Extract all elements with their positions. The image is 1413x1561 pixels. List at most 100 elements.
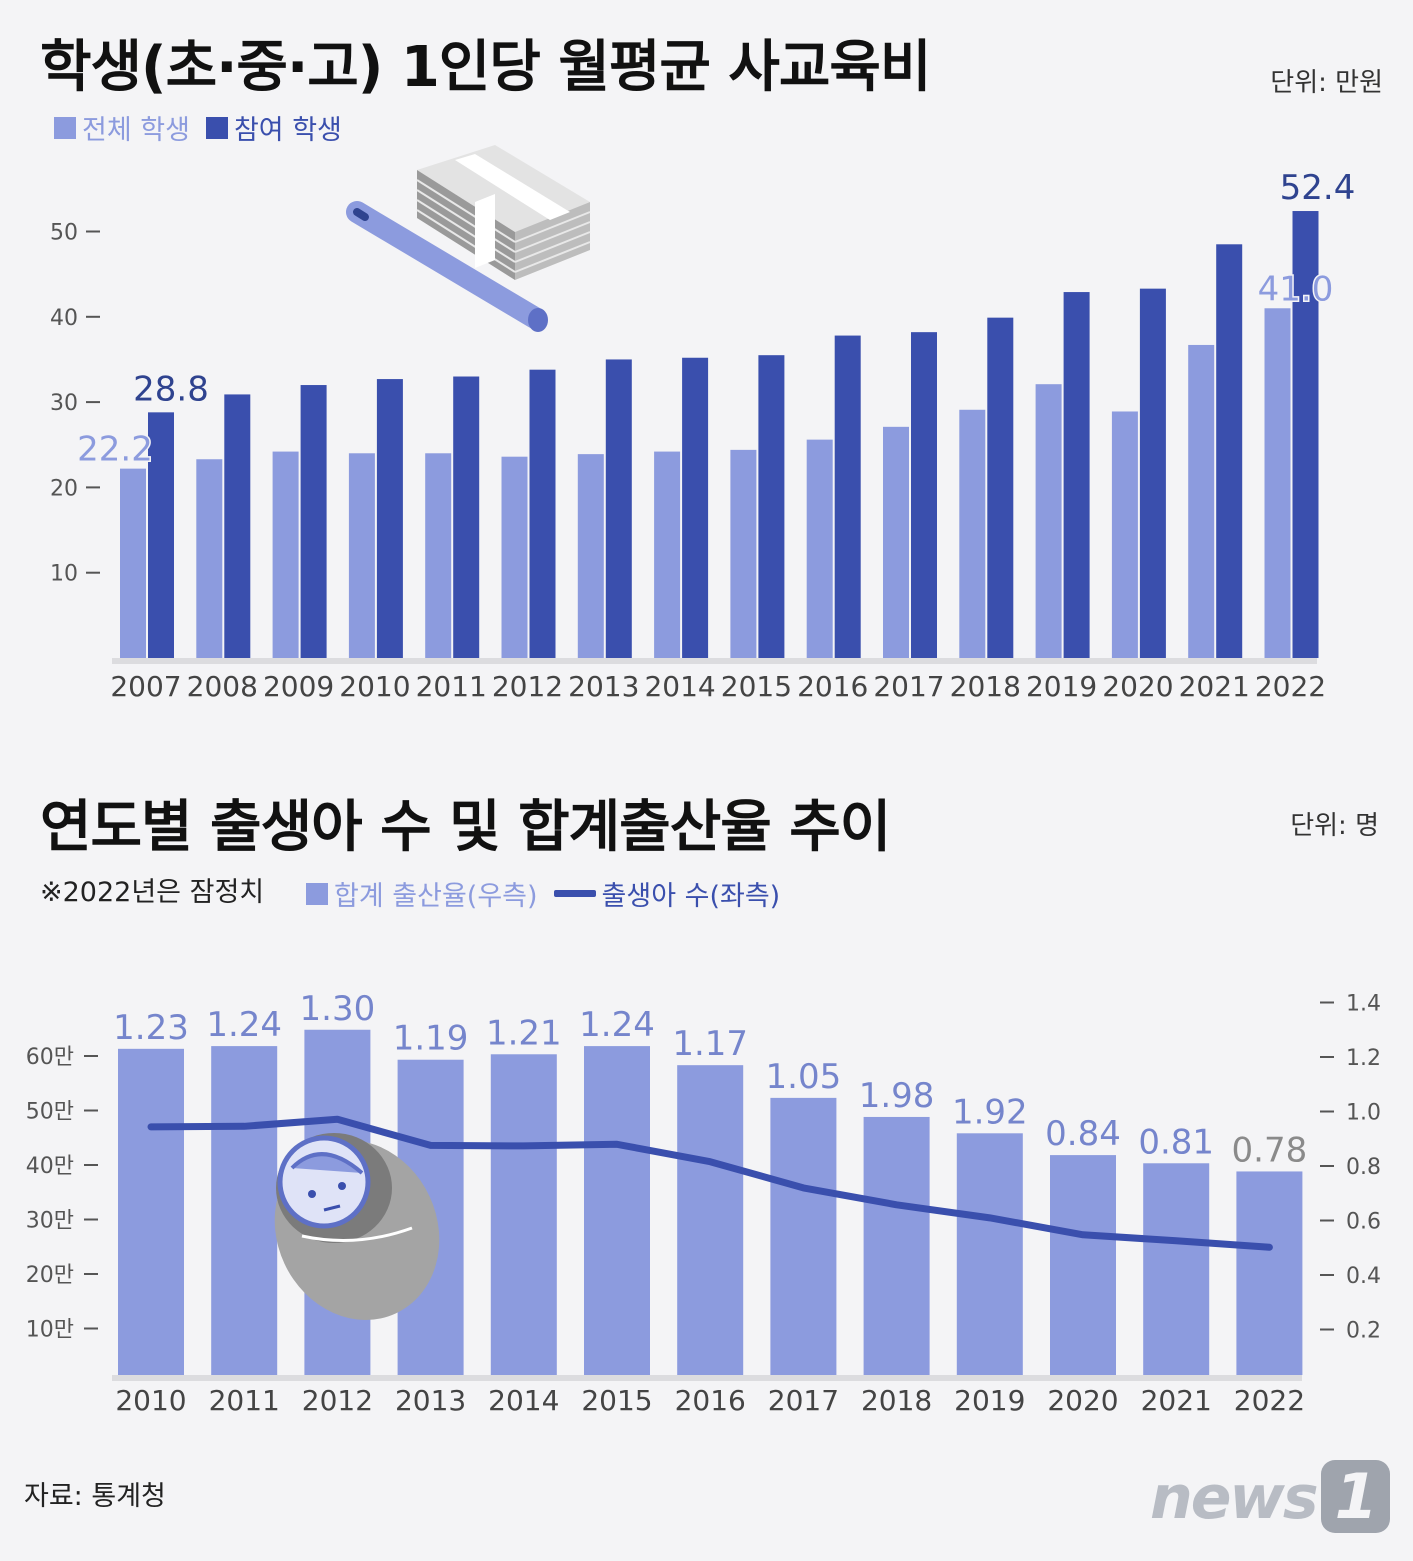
x-tick-label: 2014	[644, 670, 715, 703]
bar-fertility-rate	[770, 1097, 837, 1375]
bar-all-students	[1188, 344, 1215, 658]
x-tick-label: 2014	[488, 1384, 559, 1417]
x-tick-label: 2007	[110, 670, 181, 703]
bar-data-label: 0.81	[1138, 1122, 1214, 1162]
legend-label-births: 출생아 수(좌측)	[601, 881, 781, 912]
legend-swatch-fertility	[306, 882, 328, 905]
births-fertility-chart: 10만 20만 30만 40만 50만 60만 0.2 0.4 0.6 0.8 1.0 1.2 1.4 1…	[26, 987, 1381, 1417]
x-tick-label: 2013	[568, 670, 639, 703]
y-tick-label: 30	[50, 391, 78, 416]
bar-fertility-rate	[956, 1133, 1023, 1375]
bar-data-label: 0.78	[1232, 1130, 1308, 1170]
bar-all-students	[501, 456, 528, 658]
births-point	[520, 1142, 527, 1149]
bar-all-students	[196, 459, 223, 658]
x-tick-label: 2021	[1179, 670, 1250, 703]
legend-swatch-births	[553, 890, 596, 897]
bar-all-students	[730, 449, 757, 658]
y-tick-label: 20	[50, 476, 78, 501]
chart1-title: 학생(초·중·고) 1인당 월평균 사교육비	[40, 35, 931, 100]
x-tick-label: 2022	[1234, 1384, 1305, 1417]
right-tick-label: 1.4	[1346, 992, 1381, 1017]
chart2-unit: 단위: 명	[1290, 811, 1379, 841]
legend-swatch-all	[54, 116, 76, 139]
provisional-note: ※2022년은 잠정치	[40, 877, 265, 908]
x-tick-label: 2009	[263, 670, 334, 703]
chart2-baseline	[112, 1375, 1302, 1381]
logo-mark: 1	[1320, 1460, 1390, 1533]
money-stack-icon	[346, 145, 591, 332]
legend-item-all-students: 전체 학생	[54, 108, 190, 147]
x-tick-label: 2019	[1026, 670, 1097, 703]
legend-label-participating: 참여 학생	[233, 115, 342, 146]
bar-participating	[987, 317, 1014, 658]
news1-logo: news 1	[1150, 1460, 1390, 1533]
pen-icon	[346, 201, 548, 332]
logo-text: news	[1150, 1463, 1319, 1533]
legend-item-participating: 참여 학생	[205, 108, 342, 147]
data-label: 22.2	[77, 430, 153, 470]
legend-item-fertility-rate: 합계 출산율(우측)	[306, 874, 538, 913]
right-tick-label: 0.8	[1346, 1155, 1381, 1180]
x-tick-label: 2018	[861, 1384, 932, 1417]
bar-data-label: 1.17	[672, 1024, 748, 1064]
bar-participating	[758, 355, 785, 658]
bar-data-label: 1.21	[486, 1013, 562, 1053]
births-point	[707, 1158, 714, 1165]
births-point	[1173, 1237, 1180, 1244]
x-tick-label: 2010	[339, 670, 410, 703]
y-tick-label: 40	[50, 306, 78, 331]
x-tick-label: 2012	[302, 1384, 373, 1417]
bar-all-students	[1035, 384, 1062, 658]
source-text: 자료: 통계청	[24, 1481, 166, 1512]
legend-item-births: 출생아 수(좌측)	[553, 874, 781, 913]
bar-participating	[1216, 244, 1243, 659]
bar-participating	[376, 379, 403, 658]
x-tick-label: 2016	[675, 1384, 746, 1417]
bar-fertility-rate	[118, 1048, 184, 1375]
bar-all-students	[883, 426, 909, 658]
left-tick-label: 10만	[26, 1318, 74, 1343]
bar-fertility-rate	[1143, 1163, 1210, 1375]
x-tick-label: 2017	[768, 1384, 839, 1417]
bar-data-label: 1.92	[952, 1092, 1028, 1132]
left-tick-label: 50만	[26, 1100, 74, 1125]
bar-fertility-rate	[490, 1054, 557, 1375]
x-tick-label: 2008	[187, 670, 258, 703]
bar-all-students	[654, 451, 681, 658]
bar-data-label: 1.05	[766, 1057, 842, 1097]
right-tick-label: 0.4	[1346, 1264, 1381, 1289]
bar-all-students	[425, 453, 452, 658]
left-tick-label: 30만	[26, 1209, 74, 1234]
bar-all-students	[1264, 308, 1291, 658]
births-point	[1266, 1244, 1273, 1251]
bar-data-label: 0.84	[1045, 1114, 1121, 1154]
right-tick-label: 1.0	[1346, 1101, 1381, 1126]
bar-participating	[1063, 292, 1090, 658]
legend-label-all: 전체 학생	[82, 115, 190, 146]
births-point	[427, 1142, 434, 1149]
bar-participating	[224, 394, 251, 658]
births-point	[1080, 1231, 1086, 1238]
x-tick-label: 2012	[492, 670, 563, 703]
y-tick-label: 50	[50, 221, 78, 246]
x-tick-label: 2018	[950, 670, 1021, 703]
x-tick-label: 2011	[416, 670, 487, 703]
bar-participating	[529, 369, 556, 658]
bar-participating	[148, 412, 174, 658]
bar-data-label: 1.98	[859, 1076, 935, 1116]
bar-participating	[834, 335, 861, 658]
births-point	[241, 1123, 248, 1130]
right-tick-label: 0.2	[1346, 1319, 1381, 1344]
x-tick-label: 2015	[721, 670, 792, 703]
bar-participating	[1292, 211, 1319, 658]
x-tick-label: 2013	[395, 1384, 466, 1417]
chart2-title: 연도별 출생아 수 및 합계출산율 추이	[40, 795, 891, 860]
bar-participating	[300, 385, 327, 658]
bar-all-students	[120, 468, 146, 658]
bar-participating	[1139, 288, 1166, 658]
y-tick-label: 10	[50, 562, 78, 587]
births-point	[614, 1141, 620, 1148]
bar-participating	[453, 376, 480, 658]
